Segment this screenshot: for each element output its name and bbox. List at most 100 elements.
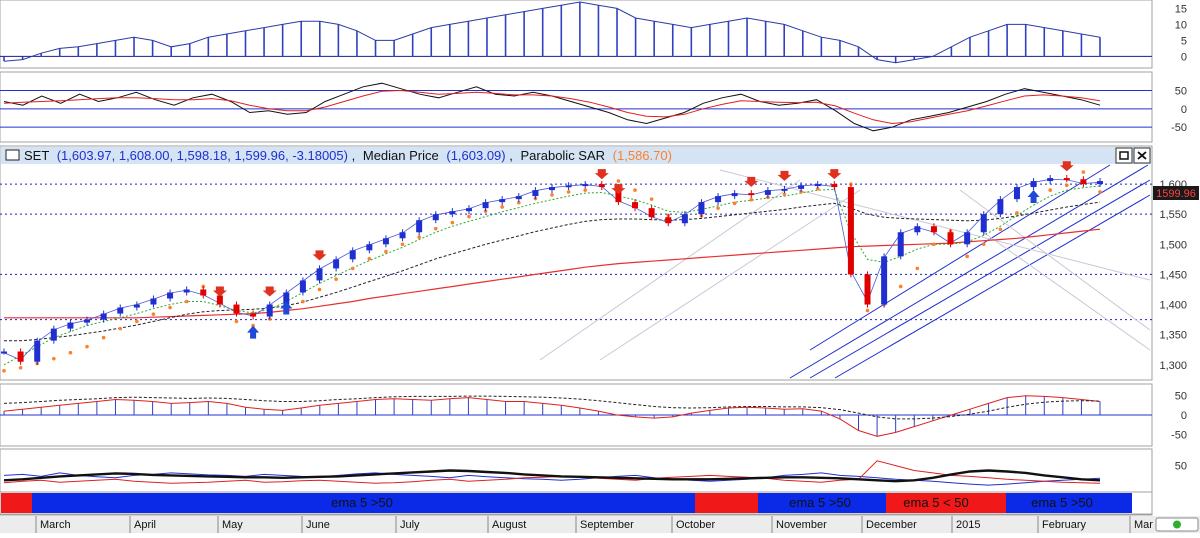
- price-candle: [449, 211, 456, 215]
- y-tick-label: 5: [1181, 35, 1187, 47]
- sar-dot: [749, 197, 754, 202]
- trend-band-segment: [32, 493, 695, 513]
- price-candle: [798, 185, 805, 189]
- price-candle: [482, 202, 489, 209]
- price-candle: [681, 214, 688, 224]
- sar-dot: [151, 312, 156, 316]
- y-tick-label: 1,400: [1159, 300, 1187, 312]
- buy-arrow-icon: [1027, 190, 1040, 204]
- sar-dot: [583, 188, 588, 192]
- price-candle: [316, 268, 323, 281]
- price-candle: [715, 196, 722, 203]
- y-tick-label: -50: [1171, 429, 1187, 441]
- sar-dot: [334, 277, 338, 282]
- sar-dot: [85, 344, 89, 349]
- y-tick-label: 0: [1181, 51, 1187, 63]
- sar-label: Parabolic SAR: [521, 148, 606, 163]
- price-candle: [1080, 179, 1087, 185]
- price-candle: [183, 289, 190, 293]
- ohlc-values: (1,603.97, 1,608.00, 1,598.18, 1,599.96,…: [57, 148, 348, 163]
- fan-line: [539, 179, 801, 361]
- price-candle: [499, 199, 506, 203]
- sar-dot: [367, 256, 372, 261]
- sell-arrow-icon: [212, 286, 227, 297]
- price-candle: [100, 313, 107, 320]
- sar-dot: [716, 206, 720, 210]
- sar-dot: [1064, 183, 1069, 188]
- price-candle: [416, 220, 423, 233]
- close-button[interactable]: [1133, 147, 1151, 164]
- price-badge-text: 1599.96: [1156, 188, 1196, 200]
- y-tick-label: 50: [1175, 461, 1187, 473]
- sar-dot: [450, 220, 455, 225]
- sar-dot: [732, 201, 737, 206]
- sar-dot: [649, 197, 654, 201]
- sar-dot: [981, 242, 986, 247]
- price-candle: [1030, 181, 1037, 188]
- sar-dot: [168, 305, 172, 310]
- price-candle: [532, 190, 539, 197]
- sar-dot: [1048, 188, 1052, 192]
- trend-band-label: ema 5 < 50: [903, 495, 968, 510]
- price-candle: [615, 187, 622, 203]
- buy-arrow-icon: [247, 325, 260, 339]
- price-candle: [216, 295, 223, 305]
- trend-band-segment: [886, 493, 1006, 513]
- price-candle: [67, 322, 74, 329]
- price-candle: [50, 328, 57, 341]
- maximize-button[interactable]: [1115, 147, 1133, 164]
- price-candle: [764, 190, 771, 195]
- month-label: August: [492, 519, 526, 531]
- price-candle: [150, 298, 157, 305]
- price-candle: [283, 292, 290, 305]
- price-candle: [133, 304, 140, 308]
- month-label: March: [40, 519, 71, 531]
- price-candle: [34, 340, 41, 362]
- y-tick-label: 10: [1175, 19, 1187, 31]
- buy-arrow-icon: [280, 301, 293, 315]
- price-candle: [781, 188, 788, 191]
- price-candle: [748, 193, 755, 196]
- month-label: May: [222, 519, 243, 531]
- y-tick-label: 1,300: [1159, 360, 1187, 372]
- price-candle: [864, 274, 871, 305]
- price-badge: [1153, 186, 1199, 200]
- price-candle: [698, 202, 705, 215]
- price-candle: [266, 304, 273, 317]
- y-tick-label: -50: [1171, 122, 1187, 134]
- price-candle: [930, 226, 937, 233]
- price-candle: [233, 304, 240, 314]
- price-candle: [632, 202, 639, 209]
- trend-band-segment: [695, 493, 758, 513]
- price-candle: [997, 199, 1004, 215]
- sar-dot: [234, 319, 239, 324]
- price-candle: [980, 214, 987, 233]
- sar-dot: [815, 187, 820, 191]
- sar-dot: [68, 350, 73, 355]
- price-candle: [881, 256, 888, 305]
- price-candle: [366, 244, 373, 251]
- price-candle: [598, 184, 605, 188]
- price-candle: [814, 184, 821, 187]
- sell-arrow-icon: [262, 286, 277, 297]
- trend-band-segment: [1006, 493, 1132, 513]
- scroll-to-latest-button[interactable]: [1155, 517, 1199, 532]
- sar-dot: [633, 188, 637, 192]
- price-candle: [1047, 178, 1054, 182]
- sar-dot: [566, 190, 571, 194]
- sar-dot: [550, 193, 554, 197]
- y-tick-label: 1,450: [1159, 269, 1187, 281]
- close-icon: [1137, 151, 1147, 160]
- price-candle: [432, 214, 439, 221]
- trend-band-label: ema 5 >50: [789, 495, 851, 510]
- price-candle: [964, 232, 971, 245]
- sar-dot: [1081, 170, 1086, 174]
- price-candle: [947, 232, 954, 245]
- price-candle: [200, 289, 207, 296]
- price-candle: [1097, 181, 1103, 185]
- sar-value: (1,586.70): [613, 148, 672, 163]
- sar-dot: [500, 205, 504, 209]
- price-candle: [117, 307, 124, 314]
- price-candle: [1063, 178, 1070, 181]
- long-moving-average-line: [4, 228, 1101, 319]
